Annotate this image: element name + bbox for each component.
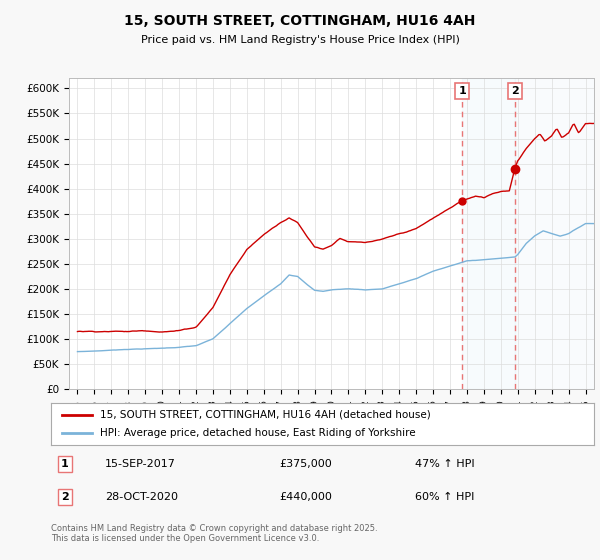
Text: 28-OCT-2020: 28-OCT-2020 xyxy=(106,492,178,502)
Text: HPI: Average price, detached house, East Riding of Yorkshire: HPI: Average price, detached house, East… xyxy=(100,428,415,438)
Bar xyxy=(515,78,594,389)
Text: 15, SOUTH STREET, COTTINGHAM, HU16 4AH: 15, SOUTH STREET, COTTINGHAM, HU16 4AH xyxy=(124,14,476,28)
Text: 2: 2 xyxy=(61,492,68,502)
Text: 47% ↑ HPI: 47% ↑ HPI xyxy=(415,459,475,469)
Text: 1: 1 xyxy=(458,86,466,96)
Text: 2: 2 xyxy=(511,86,519,96)
Text: 15-SEP-2017: 15-SEP-2017 xyxy=(106,459,176,469)
Bar xyxy=(462,78,515,389)
Text: 15, SOUTH STREET, COTTINGHAM, HU16 4AH (detached house): 15, SOUTH STREET, COTTINGHAM, HU16 4AH (… xyxy=(100,410,431,420)
Text: Contains HM Land Registry data © Crown copyright and database right 2025.
This d: Contains HM Land Registry data © Crown c… xyxy=(51,524,377,543)
Text: 1: 1 xyxy=(61,459,68,469)
Text: Price paid vs. HM Land Registry's House Price Index (HPI): Price paid vs. HM Land Registry's House … xyxy=(140,35,460,45)
Text: £375,000: £375,000 xyxy=(279,459,332,469)
Text: £440,000: £440,000 xyxy=(279,492,332,502)
Text: 60% ↑ HPI: 60% ↑ HPI xyxy=(415,492,474,502)
